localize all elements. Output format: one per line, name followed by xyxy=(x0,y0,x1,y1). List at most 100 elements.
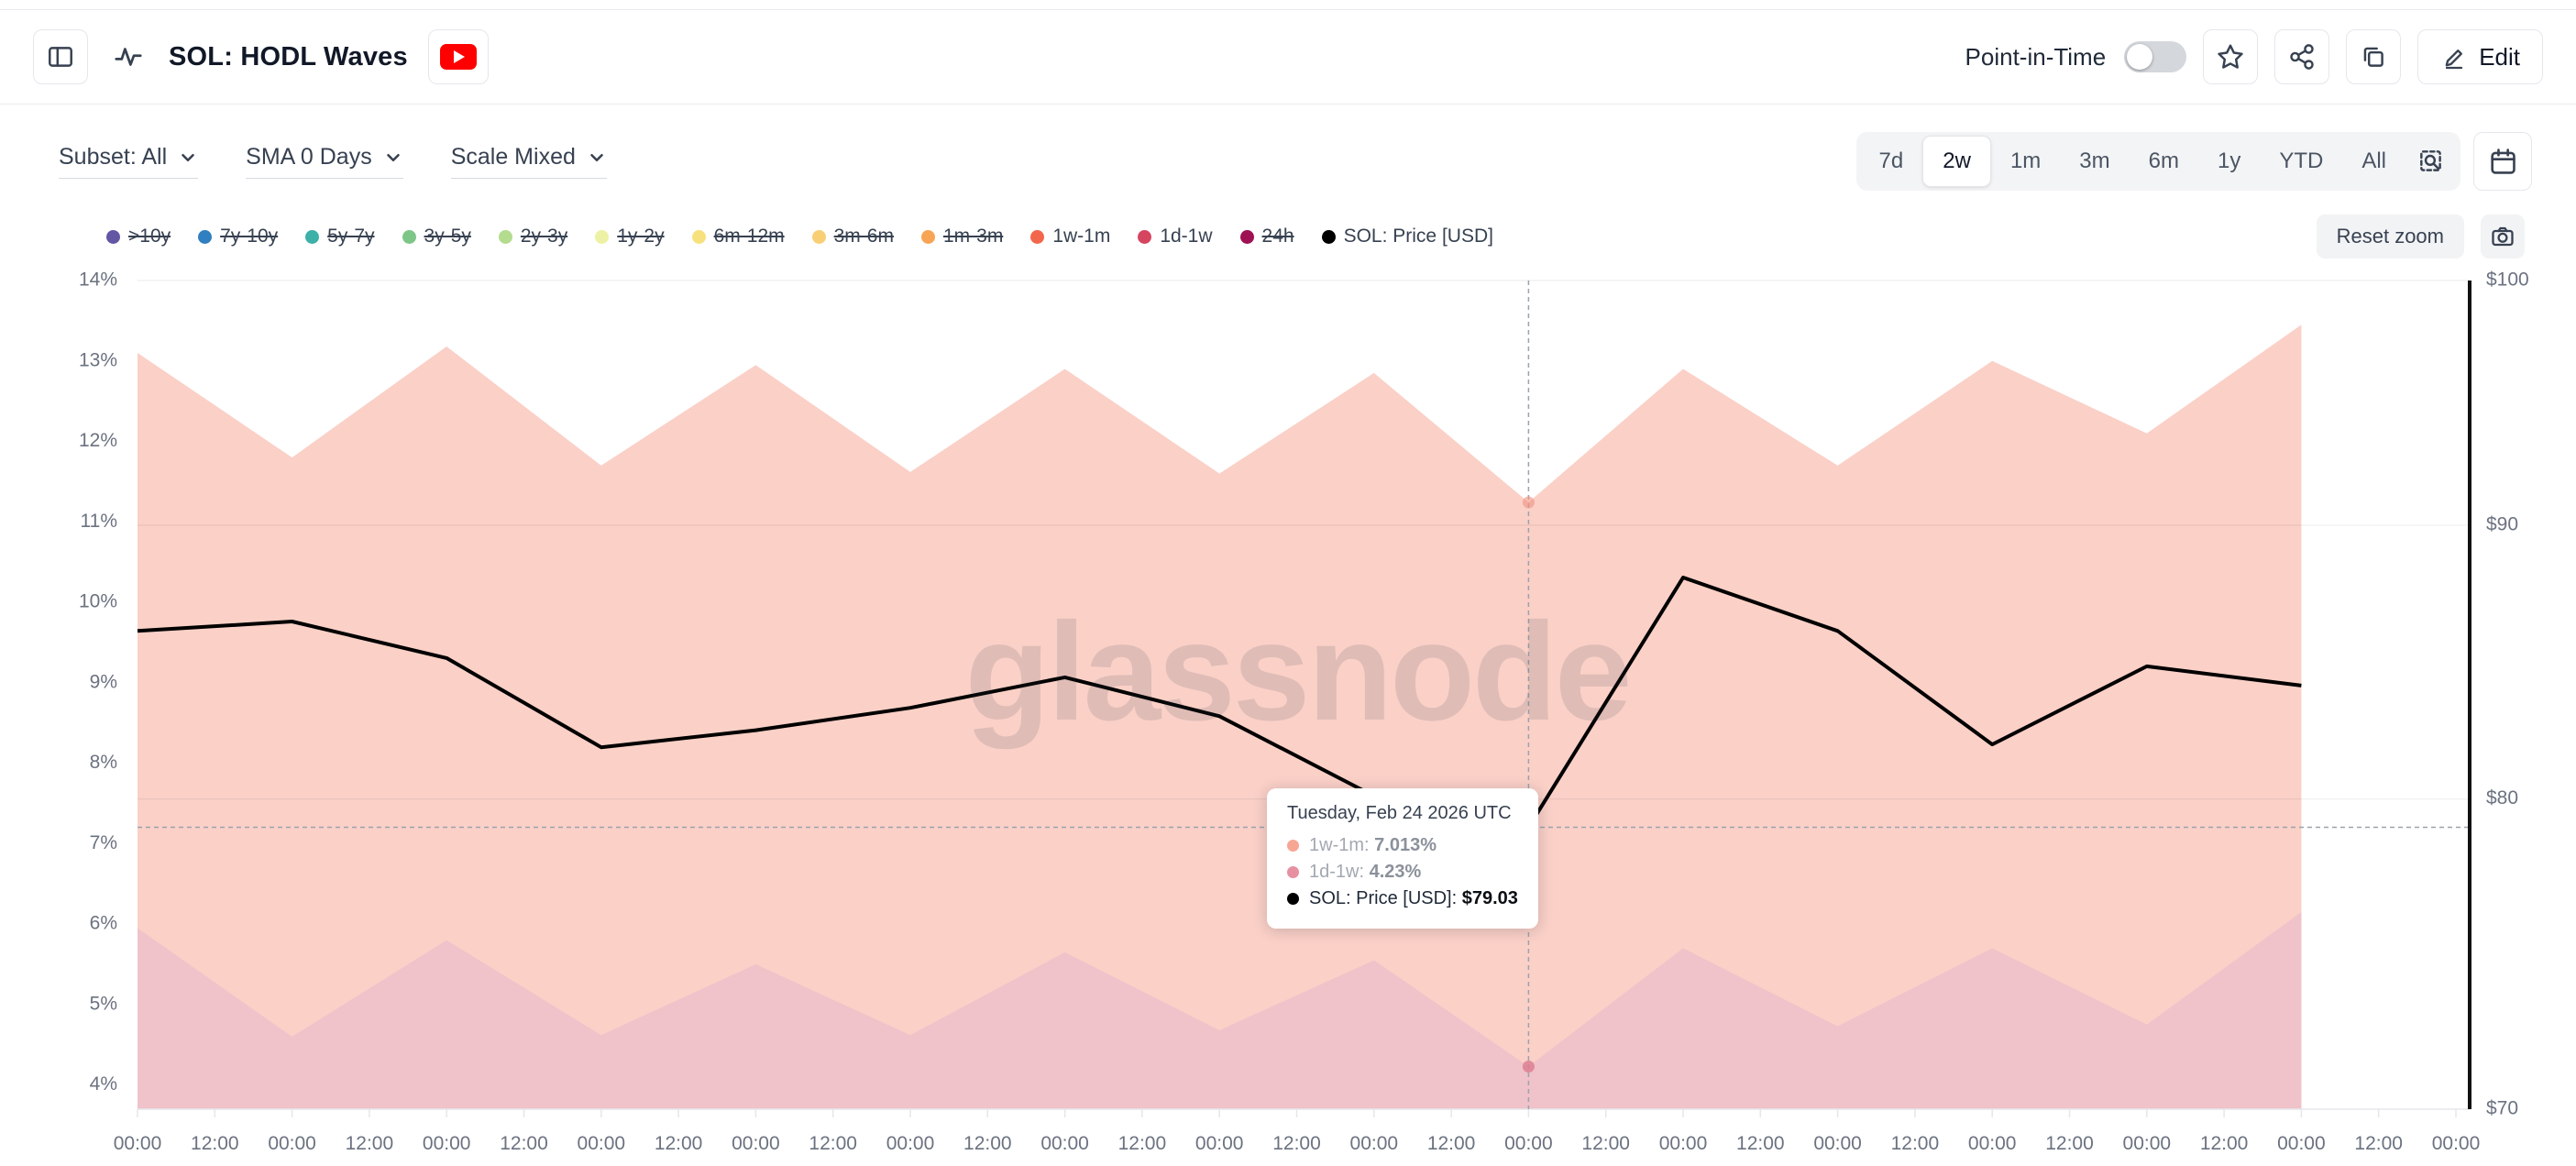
x-tick-label: 12:00 xyxy=(1427,1133,1476,1154)
right-axis-label: $100 xyxy=(2486,270,2529,291)
legend-item-sol-price-usd-[interactable]: SOL: Price [USD] xyxy=(1321,226,1493,248)
x-tick-label: 00:00 xyxy=(1813,1133,1862,1154)
youtube-button[interactable] xyxy=(427,29,489,84)
x-tick-label: 12:00 xyxy=(655,1133,703,1154)
chart-tooltip: Tuesday, Feb 24 2026 UTC 1w-1m: 7.013% 1d… xyxy=(1267,788,1538,929)
legend-swatch xyxy=(1239,229,1254,244)
left-axis-label: 5% xyxy=(90,993,117,1014)
legend-swatch xyxy=(811,229,826,244)
x-tick-label: 12:00 xyxy=(346,1133,394,1154)
range-button-ytd[interactable]: YTD xyxy=(2260,136,2342,187)
sma-dropdown[interactable]: SMA 0 Days xyxy=(246,144,403,179)
range-button-3m[interactable]: 3m xyxy=(2060,136,2129,187)
legend-item-3m-6m[interactable]: 3m-6m xyxy=(811,226,894,248)
area-band-1d-1w xyxy=(138,912,2302,1109)
legend-swatch xyxy=(305,229,320,244)
chevron-down-icon xyxy=(590,153,603,161)
copy-button[interactable] xyxy=(2346,29,2402,84)
chart-canvas[interactable]: $100 $90 $80 $70 14% 13% 12% 11% 10% 9% 8% 7% 6% 5% 4%… xyxy=(0,270,2576,1166)
x-tick-label: 00:00 xyxy=(1659,1133,1708,1154)
x-tick-label: 00:00 xyxy=(886,1133,935,1154)
toggle-knob xyxy=(2127,44,2153,70)
tooltip-series-dot xyxy=(1287,893,1299,905)
scale-dropdown-label: Scale Mixed xyxy=(450,144,576,170)
legend-item-24h[interactable]: 24h xyxy=(1239,226,1294,248)
legend-item--10y[interactable]: >10y xyxy=(106,226,171,248)
x-tick-label: 12:00 xyxy=(500,1133,548,1154)
scale-dropdown[interactable]: Scale Mixed xyxy=(450,144,607,179)
point-in-time-toggle[interactable] xyxy=(2124,41,2187,72)
controls-right: 7d 2w 1m 3m 6m 1y YTD All xyxy=(1855,132,2532,191)
legend-item-1m-3m[interactable]: 1m-3m xyxy=(920,226,1003,248)
tooltip-series-label: SOL: Price [USD]: $79.03 xyxy=(1309,888,1518,908)
legend-item-6m-12m[interactable]: 6m-12m xyxy=(691,226,785,248)
legend-swatch xyxy=(1138,229,1152,244)
x-tick-label: 00:00 xyxy=(114,1133,162,1154)
tooltip-series-dot xyxy=(1287,866,1299,878)
x-tick-label: 12:00 xyxy=(2354,1133,2403,1154)
chart-area[interactable]: $100 $90 $80 $70 14% 13% 12% 11% 10% 9% 8% 7% 6% 5% 4%… xyxy=(0,270,2576,1166)
sidebar-toggle-button[interactable] xyxy=(33,29,88,84)
x-tick-label: 00:00 xyxy=(268,1133,316,1154)
range-button-1m[interactable]: 1m xyxy=(1991,136,2060,187)
left-axis-label: 7% xyxy=(90,832,117,853)
legend-item-3y-5y[interactable]: 3y-5y xyxy=(402,226,471,248)
copy-icon xyxy=(2363,47,2384,67)
legend-label: 5y-7y xyxy=(327,226,375,247)
legend-swatch xyxy=(498,229,512,244)
legend-items: >10y 7y-10y 5y-7y 3y-5y 2y-3y 1y-2y 6m-12m 3m-6… xyxy=(106,226,1493,248)
tooltip-series-label: 1d-1w: 4.23% xyxy=(1309,862,1422,882)
legend-label: 24h xyxy=(1261,226,1294,247)
calendar-icon xyxy=(2491,148,2515,174)
sidebar-panel-icon xyxy=(49,47,72,67)
range-button-1y[interactable]: 1y xyxy=(2198,136,2260,187)
tooltip-row: 1d-1w: 4.23% xyxy=(1287,859,1518,886)
legend-swatch xyxy=(198,229,213,244)
hover-marker-1d-1w xyxy=(1522,1061,1535,1072)
tooltip-rows: 1w-1m: 7.013% 1d-1w: 4.23% SOL: Price [USD… xyxy=(1287,832,1518,912)
screenshot-button[interactable] xyxy=(2481,214,2525,258)
left-axis-label: 10% xyxy=(79,591,117,612)
x-tick-label: 00:00 xyxy=(578,1133,626,1154)
legend-label: 1y-2y xyxy=(617,226,665,247)
range-selector: 7d 2w 1m 3m 6m 1y YTD All xyxy=(1855,132,2460,191)
range-button-6m[interactable]: 6m xyxy=(2130,136,2198,187)
header-right: Point-in-Time Edit xyxy=(1965,29,2543,84)
left-axis-label: 14% xyxy=(79,270,117,291)
legend-item-7y-10y[interactable]: 7y-10y xyxy=(198,226,278,248)
favorite-button[interactable] xyxy=(2203,29,2259,84)
right-axis-label: $70 xyxy=(2486,1098,2518,1119)
dropdowns: Subset: All SMA 0 Days Scale Mixed xyxy=(59,144,607,179)
x-tick-label: 00:00 xyxy=(1040,1133,1089,1154)
legend-item-5y-7y[interactable]: 5y-7y xyxy=(305,226,375,248)
calendar-button[interactable] xyxy=(2473,132,2532,191)
edit-button-label: Edit xyxy=(2479,42,2520,71)
subset-dropdown[interactable]: Subset: All xyxy=(59,144,199,179)
right-axis-label: $90 xyxy=(2486,514,2518,535)
app-header: SOL: HODL Waves Point-in-Time xyxy=(0,9,2576,104)
x-tick-label: 12:00 xyxy=(963,1133,1012,1154)
legend-item-1d-1w[interactable]: 1d-1w xyxy=(1138,226,1213,248)
legend-item-1w-1m[interactable]: 1w-1m xyxy=(1030,226,1110,248)
legend-item-1y-2y[interactable]: 1y-2y xyxy=(595,226,665,248)
zoom-area-button[interactable] xyxy=(2405,136,2457,187)
share-button[interactable] xyxy=(2274,29,2330,84)
range-button-7d[interactable]: 7d xyxy=(1860,136,1923,187)
x-tick-label: 12:00 xyxy=(809,1133,857,1154)
share-icon xyxy=(2290,44,2314,70)
subset-dropdown-label: Subset: All xyxy=(59,144,168,170)
zoom-area-icon xyxy=(2420,150,2441,171)
legend-label: 3m-6m xyxy=(833,226,894,247)
legend-item-2y-3y[interactable]: 2y-3y xyxy=(498,226,567,248)
left-axis-label: 9% xyxy=(90,671,117,692)
legend-swatch xyxy=(920,229,935,244)
tooltip-series-value: $79.03 xyxy=(1461,888,1518,908)
youtube-icon xyxy=(439,44,477,70)
range-button-2w[interactable]: 2w xyxy=(1922,136,1991,187)
x-tick-label: 12:00 xyxy=(2045,1133,2094,1154)
x-tick-label: 00:00 xyxy=(1350,1133,1399,1154)
reset-zoom-button[interactable]: Reset zoom xyxy=(2316,214,2464,258)
edit-button[interactable]: Edit xyxy=(2417,29,2543,84)
legend-label: >10y xyxy=(128,226,171,247)
range-button-all[interactable]: All xyxy=(2342,136,2405,187)
